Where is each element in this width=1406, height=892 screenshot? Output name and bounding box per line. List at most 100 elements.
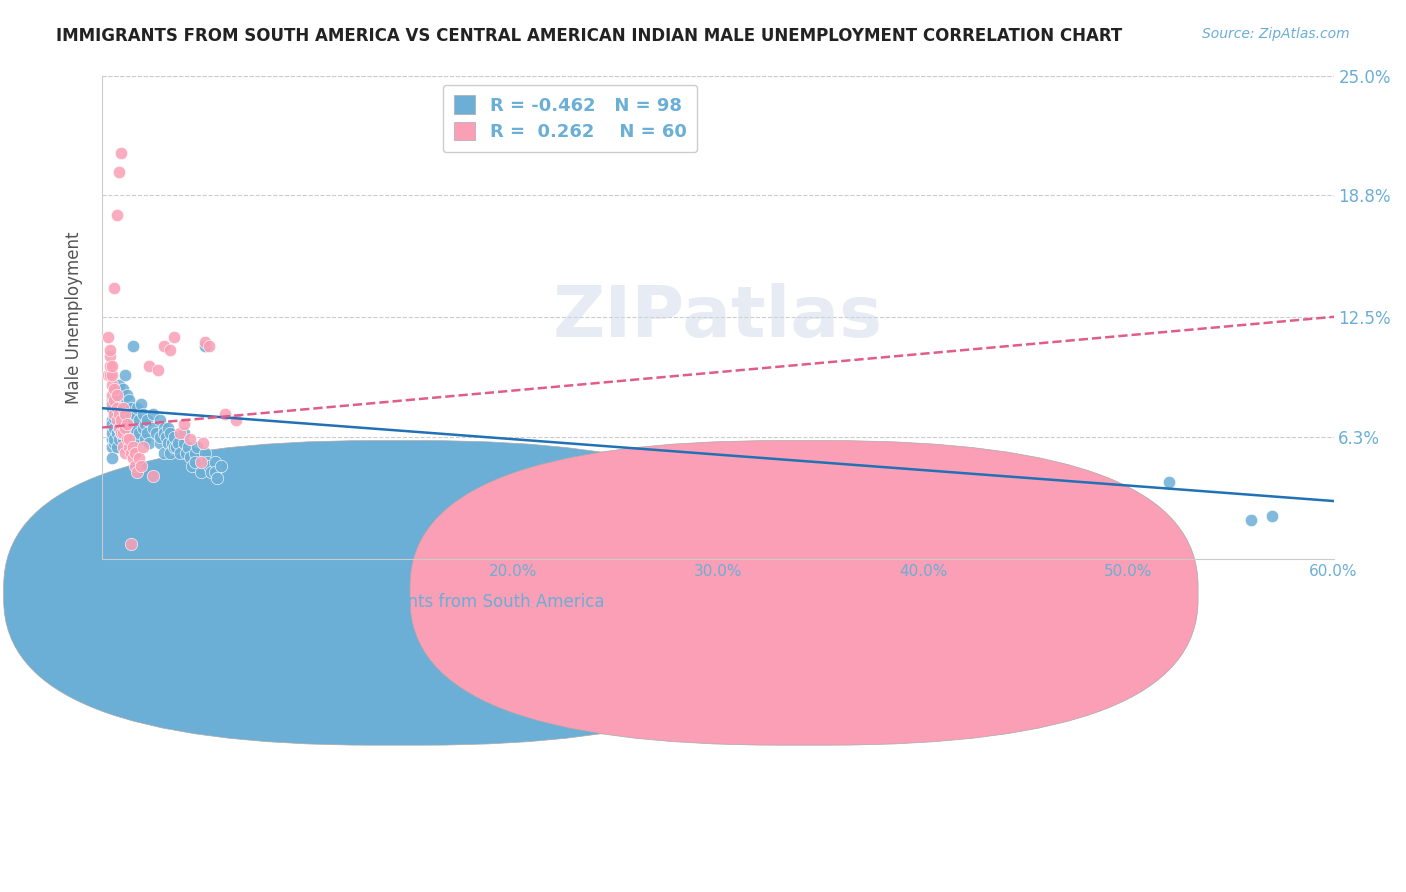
Point [159,343,181,358]
Point [107,420,129,434]
Point [101,387,124,401]
Point [101,417,124,431]
Point [118,440,141,454]
Point [186,440,208,454]
Point [124,407,146,421]
Point [1261,509,1284,524]
Point [124,459,146,474]
Point [179,432,201,446]
Point [110,413,132,427]
Point [173,417,195,431]
Point [120,536,142,550]
Point [120,420,142,434]
Point [111,440,134,454]
Point [115,432,138,446]
Point [159,445,181,459]
Point [1159,475,1181,489]
Point [152,426,174,441]
Point [103,436,125,450]
Point [173,436,195,450]
Point [110,413,132,427]
Point [101,440,124,454]
Point [205,471,228,485]
Point [101,432,124,446]
Point [129,459,152,474]
Point [101,378,124,392]
Point [103,382,125,396]
Point [190,455,212,469]
Point [169,445,191,459]
Point [204,465,226,479]
Point [103,432,125,446]
Point [110,393,132,408]
Point [105,413,128,427]
Point [103,410,125,425]
Point [163,430,186,444]
Y-axis label: Male Unemployment: Male Unemployment [66,231,83,403]
Point [97,368,120,383]
Point [179,450,201,464]
Point [105,440,128,454]
Point [125,432,148,446]
Point [125,465,148,479]
Point [181,459,204,474]
Point [132,407,155,421]
FancyBboxPatch shape [411,441,1198,745]
Point [169,426,191,441]
Point [132,440,155,454]
Point [120,445,142,459]
Point [100,359,122,373]
Point [101,426,124,441]
Point [194,335,217,350]
Point [105,387,128,401]
Point [152,420,174,434]
Point [101,420,124,434]
Point [103,420,125,434]
Point [146,362,169,376]
Point [110,426,132,441]
Point [105,407,128,421]
Point [1240,513,1263,527]
Point [152,445,174,459]
Point [118,432,141,446]
Point [134,432,156,446]
Point [100,368,122,383]
Point [122,440,145,454]
Point [101,401,124,416]
Point [134,417,156,431]
Point [149,413,172,427]
Point [136,426,159,441]
Point [114,420,136,434]
Point [142,407,165,421]
Point [156,436,179,450]
Point [194,445,217,459]
Point [101,359,124,373]
Point [156,420,179,434]
Point [200,465,222,479]
Point [155,430,177,444]
Point [194,339,217,353]
Point [111,426,134,441]
Point [110,145,132,160]
Point [114,445,136,459]
Point [122,451,145,466]
Point [183,455,205,469]
Point [110,426,132,441]
Point [114,407,136,421]
Point [183,445,205,459]
Point [105,426,128,441]
Point [122,413,145,427]
Point [101,368,124,383]
Point [198,339,221,353]
Text: IMMIGRANTS FROM SOUTH AMERICA VS CENTRAL AMERICAN INDIAN MALE UNEMPLOYMENT CORRE: IMMIGRANTS FROM SOUTH AMERICA VS CENTRAL… [56,27,1122,45]
Point [128,426,150,441]
Point [107,165,129,179]
Point [111,407,134,421]
Point [100,349,122,363]
Point [111,401,134,416]
Point [122,426,145,441]
Point [190,465,212,479]
Point [115,426,138,441]
Point [103,393,125,408]
Legend: R = -0.462   N = 98, R =  0.262    N = 60: R = -0.462 N = 98, R = 0.262 N = 60 [443,85,697,153]
